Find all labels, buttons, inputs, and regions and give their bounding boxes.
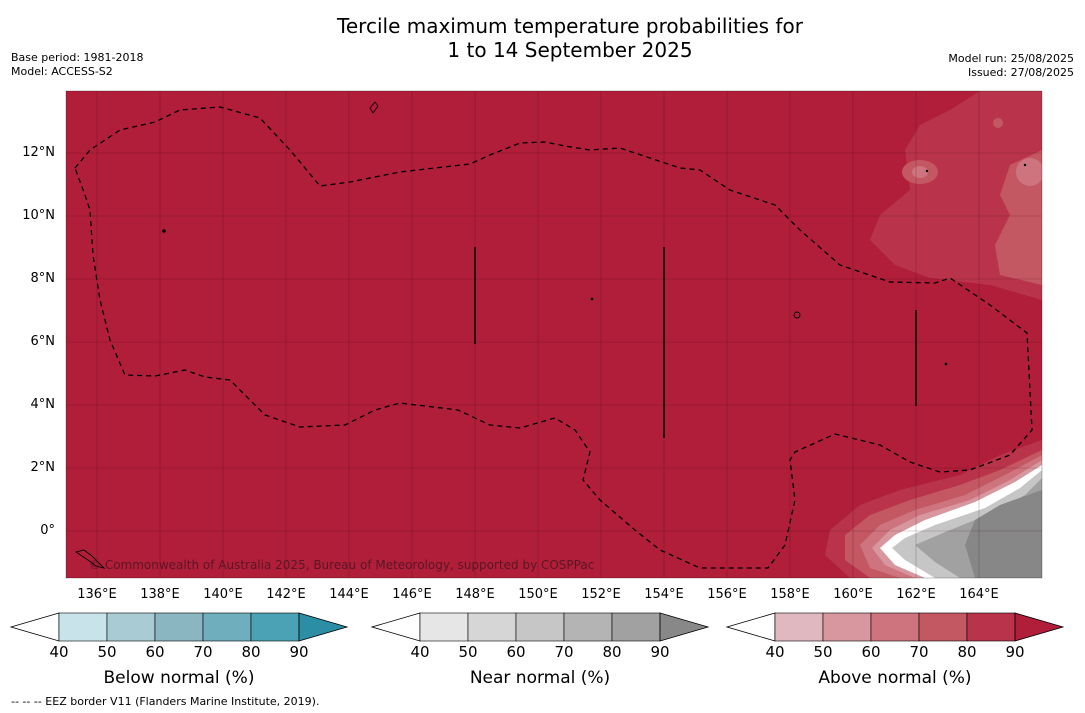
above-60-patch: [912, 166, 928, 178]
colorbar-title: Near normal (%): [469, 668, 611, 688]
colorbar-tick-label: 40: [765, 643, 785, 661]
map-title: Tercile maximum temperature probabilitie…: [0, 14, 1085, 62]
longitude-label: 146°E: [392, 587, 432, 602]
latitude-label: 0°: [40, 523, 55, 538]
model-name: Model: ACCESS-S2: [11, 65, 113, 78]
colorbar-tick-label: 50: [813, 643, 833, 661]
longitude-label: 158°E: [770, 587, 810, 602]
colorbar-extend-low: [725, 612, 776, 642]
colorbar-segment: [250, 612, 300, 642]
colorbar-tick-label: 90: [1005, 643, 1025, 661]
colorbar-tick-label: 70: [909, 643, 929, 661]
colorbar-tick-label: 70: [554, 643, 574, 661]
model-run-date: Model run: 25/08/2025: [948, 52, 1074, 65]
colorbar-segment: [154, 612, 204, 642]
island-dot: [925, 169, 929, 173]
colorbar-below: [9, 612, 349, 642]
map-background: [66, 91, 1042, 578]
colorbar-near: [370, 612, 710, 642]
colorbar-extend-high: [659, 612, 710, 642]
graticule: [66, 91, 1042, 578]
colorbar-tick-label: 80: [602, 643, 622, 661]
title-line-2: 1 to 14 September 2025: [447, 38, 693, 62]
near-normal-dark-zone: [965, 490, 1042, 578]
copyright-notice: © Commonwealth of Australia 2025, Bureau…: [89, 558, 595, 572]
longitude-label: 150°E: [518, 587, 558, 602]
longitude-label: 162°E: [896, 587, 936, 602]
longitude-label: 160°E: [833, 587, 873, 602]
island-outline: [74, 549, 106, 569]
island-outline: [793, 311, 801, 319]
colorbar-tick-label: 80: [241, 643, 261, 661]
colorbar-segment: [419, 612, 469, 642]
run-info: Model run: 25/08/2025 Issued: 27/08/2025: [948, 52, 1074, 80]
latitude-label: 6°N: [30, 334, 56, 349]
eez-footnote: -- -- -- EEZ border V11 (Flanders Marine…: [11, 695, 320, 708]
title-line-1: Tercile maximum temperature probabilitie…: [337, 14, 803, 38]
colorbar-segment: [966, 612, 1016, 642]
longitude-label: 164°E: [959, 587, 999, 602]
issued-date: Issued: 27/08/2025: [967, 66, 1074, 79]
island-dot: [1023, 163, 1027, 167]
colorbar-segment: [822, 612, 872, 642]
eez-border: [74, 106, 1033, 569]
colorbar-tick-label: 40: [49, 643, 69, 661]
colorbar-tick-label: 60: [506, 643, 526, 661]
model-info: Base period: 1981-2018 Model: ACCESS-S2: [11, 51, 143, 79]
colorbar-tick-label: 50: [97, 643, 117, 661]
longitude-label: 154°E: [644, 587, 684, 602]
colorbar-segment: [58, 612, 108, 642]
island-dot: [162, 229, 166, 233]
colorbar-above: [725, 612, 1065, 642]
colorbar-segment: [870, 612, 920, 642]
colorbar-segment: [467, 612, 517, 642]
colorbar-tick-label: 60: [861, 643, 881, 661]
longitude-label: 138°E: [140, 587, 180, 602]
longitude-label: 142°E: [266, 587, 306, 602]
colorbar-extend-high: [1014, 612, 1065, 642]
base-period: Base period: 1981-2018: [11, 51, 144, 64]
colorbar-tick-label: 80: [957, 643, 977, 661]
latitude-label: 10°N: [22, 208, 55, 223]
latitude-label: 12°N: [22, 145, 55, 160]
island-outline: [369, 101, 379, 114]
latitude-label: 4°N: [30, 397, 56, 412]
colorbar-segment: [611, 612, 661, 642]
colorbar-title: Above normal (%): [818, 668, 972, 688]
colorbar-segment: [774, 612, 824, 642]
colorbar-segment: [106, 612, 156, 642]
longitude-label: 144°E: [329, 587, 369, 602]
island-dot: [590, 297, 594, 301]
longitude-label: 152°E: [581, 587, 621, 602]
colorbar-title: Below normal (%): [103, 668, 255, 688]
colorbar-segment: [563, 612, 613, 642]
latitude-label: 8°N: [30, 271, 56, 286]
colorbar-tick-label: 90: [289, 643, 309, 661]
colorbar-tick-label: 70: [193, 643, 213, 661]
island-dot: [944, 362, 948, 366]
colorbar-segment: [202, 612, 252, 642]
longitude-label: 136°E: [77, 587, 117, 602]
above-70-ne-patch: [1016, 158, 1042, 186]
latitude-label: 2°N: [30, 460, 56, 475]
map-frame: [65, 90, 1043, 579]
colorbar-tick-label: 90: [650, 643, 670, 661]
above-80-spot: [993, 118, 1003, 128]
colorbar-tick-label: 40: [410, 643, 430, 661]
colorbar-segment: [515, 612, 565, 642]
colorbar-extend-low: [9, 612, 60, 642]
colorbar-extend-low: [370, 612, 421, 642]
colorbar-tick-label: 50: [458, 643, 478, 661]
longitude-label: 148°E: [455, 587, 495, 602]
longitude-label: 140°E: [203, 587, 243, 602]
colorbar-tick-label: 60: [145, 643, 165, 661]
longitude-label: 156°E: [707, 587, 747, 602]
colorbar-segment: [918, 612, 968, 642]
colorbar-extend-high: [298, 612, 349, 642]
